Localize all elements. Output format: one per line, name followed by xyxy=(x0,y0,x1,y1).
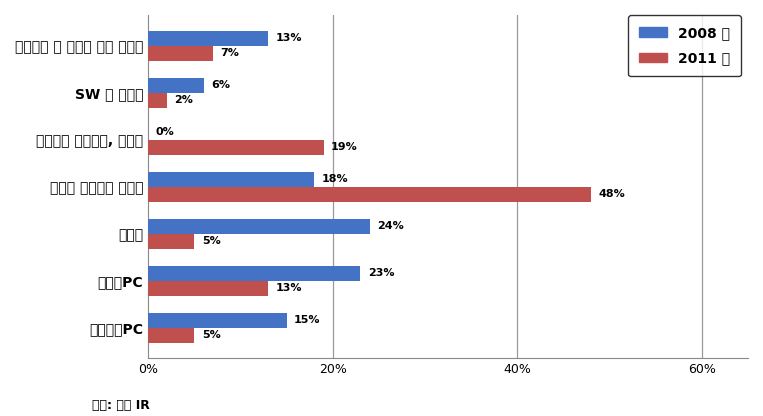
Bar xyxy=(148,30,268,46)
Bar xyxy=(148,328,195,343)
Text: 7%: 7% xyxy=(221,48,239,58)
Text: 자료: 애플 IR: 자료: 애플 IR xyxy=(92,399,150,412)
Bar xyxy=(148,281,268,296)
Legend: 2008 년, 2011 년: 2008 년, 2011 년 xyxy=(628,15,741,77)
Text: 18%: 18% xyxy=(322,174,349,184)
Bar xyxy=(148,234,195,249)
Text: 13%: 13% xyxy=(275,33,302,43)
Text: 2%: 2% xyxy=(174,95,193,105)
Bar xyxy=(148,46,213,61)
Text: 19%: 19% xyxy=(331,142,358,152)
Text: 24%: 24% xyxy=(377,221,404,231)
Text: 48%: 48% xyxy=(598,189,625,199)
Bar xyxy=(148,93,166,108)
Text: 15%: 15% xyxy=(294,315,320,325)
Text: 0%: 0% xyxy=(156,127,175,137)
Bar xyxy=(148,218,370,234)
Bar xyxy=(148,77,204,93)
Text: 5%: 5% xyxy=(201,330,221,340)
Bar xyxy=(148,265,360,281)
Bar xyxy=(148,187,591,202)
Bar xyxy=(148,171,314,187)
Bar xyxy=(148,312,287,328)
Text: 6%: 6% xyxy=(211,80,230,90)
Bar xyxy=(148,140,324,155)
Text: 13%: 13% xyxy=(275,283,302,293)
Text: 5%: 5% xyxy=(201,236,221,246)
Text: 23%: 23% xyxy=(368,268,394,278)
